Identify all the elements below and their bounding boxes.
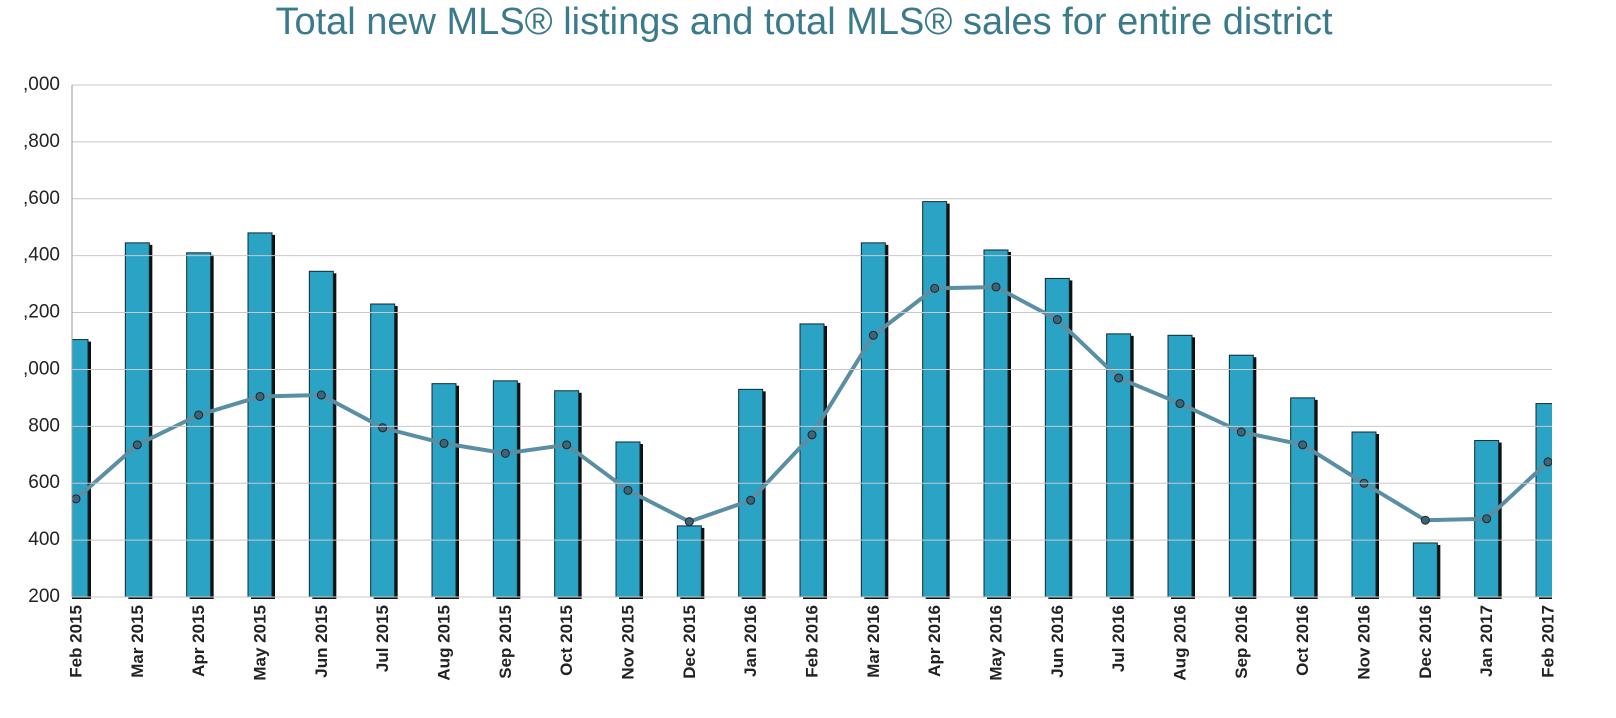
x-tick-label: Feb 2016 [802, 605, 821, 678]
x-tick-label: Aug 2016 [1170, 605, 1189, 681]
y-tick-label: ,600 [23, 188, 60, 209]
y-tick-label: 800 [28, 415, 60, 436]
x-tick-label: Jan 2017 [1477, 605, 1496, 677]
x-tick-label: Aug 2015 [434, 605, 453, 681]
point [623, 485, 633, 495]
point [807, 430, 817, 440]
bar [1106, 333, 1132, 598]
x-tick-label: Jan 2016 [741, 605, 760, 677]
y-tick-label: 200 [28, 586, 60, 607]
bar [799, 323, 825, 598]
x-tick-label: Feb 2015 [66, 605, 85, 678]
x-tick-label: May 2015 [250, 605, 269, 681]
chart-title: Total new MLS® listings and total MLS® s… [275, 1, 1333, 43]
point [1298, 440, 1308, 450]
y-tick-label: ,000 [23, 74, 60, 95]
bar [983, 249, 1009, 598]
x-tick-label: Mar 2016 [864, 605, 883, 678]
y-tick-label: 600 [28, 472, 60, 493]
point [1236, 427, 1246, 437]
bar [370, 303, 396, 598]
bar [431, 383, 457, 598]
x-tick-label: May 2016 [986, 605, 1005, 681]
point [1420, 515, 1430, 525]
bar [676, 525, 702, 598]
point [255, 391, 265, 401]
point [194, 410, 204, 420]
x-tick-label: Oct 2015 [557, 605, 576, 676]
bar [72, 339, 89, 598]
bar [124, 242, 150, 598]
x-tick-label: Apr 2016 [925, 605, 944, 677]
bar [186, 252, 212, 598]
x-tick-label: Jul 2016 [1109, 605, 1128, 672]
y-tick-label: ,400 [23, 245, 60, 266]
point [1114, 373, 1124, 383]
point [1543, 457, 1552, 467]
x-tick-label: Sep 2016 [1232, 605, 1251, 679]
y-tick-label: ,000 [23, 358, 60, 379]
bar [860, 242, 886, 598]
bar [308, 270, 334, 598]
bar [1535, 403, 1552, 598]
point [562, 440, 572, 450]
x-tick-label: Nov 2015 [618, 605, 637, 680]
point [684, 517, 694, 527]
bar [247, 232, 273, 598]
point [930, 283, 940, 293]
point [1052, 315, 1062, 325]
x-tick-label: Dec 2015 [680, 605, 699, 679]
x-tick-label: Dec 2016 [1416, 605, 1435, 679]
point [868, 330, 878, 340]
x-tick-label: Apr 2015 [189, 605, 208, 677]
plot-area [72, 201, 1552, 600]
y-tick-label: ,800 [23, 131, 60, 152]
x-tick-label: Jul 2015 [373, 605, 392, 672]
x-tick-label: Jun 2016 [1048, 605, 1067, 678]
point [746, 495, 756, 505]
bar [1167, 334, 1193, 598]
bar [492, 380, 518, 598]
bar [1290, 397, 1316, 598]
point [991, 282, 1001, 292]
point [500, 448, 510, 458]
point [72, 494, 81, 504]
x-tick-label: Oct 2016 [1293, 605, 1312, 676]
bar [554, 390, 580, 598]
x-tick-label: Nov 2016 [1354, 605, 1373, 680]
x-tick-label: Feb 2017 [1538, 605, 1557, 678]
point [1482, 514, 1492, 524]
bar [1351, 431, 1377, 598]
x-tick-label: Jun 2015 [312, 605, 331, 678]
bar [615, 441, 641, 598]
point [132, 440, 142, 450]
x-tick-label: Sep 2015 [496, 605, 515, 679]
bar [922, 201, 948, 598]
point [316, 390, 326, 400]
point [1175, 399, 1185, 409]
point [439, 438, 449, 448]
x-tick-label: Mar 2015 [128, 605, 147, 678]
bar [1044, 277, 1070, 598]
point [378, 423, 388, 433]
y-tick-label: 400 [28, 529, 60, 550]
y-tick-label: ,200 [23, 302, 60, 323]
bar [1228, 354, 1254, 598]
bar [1412, 542, 1438, 598]
